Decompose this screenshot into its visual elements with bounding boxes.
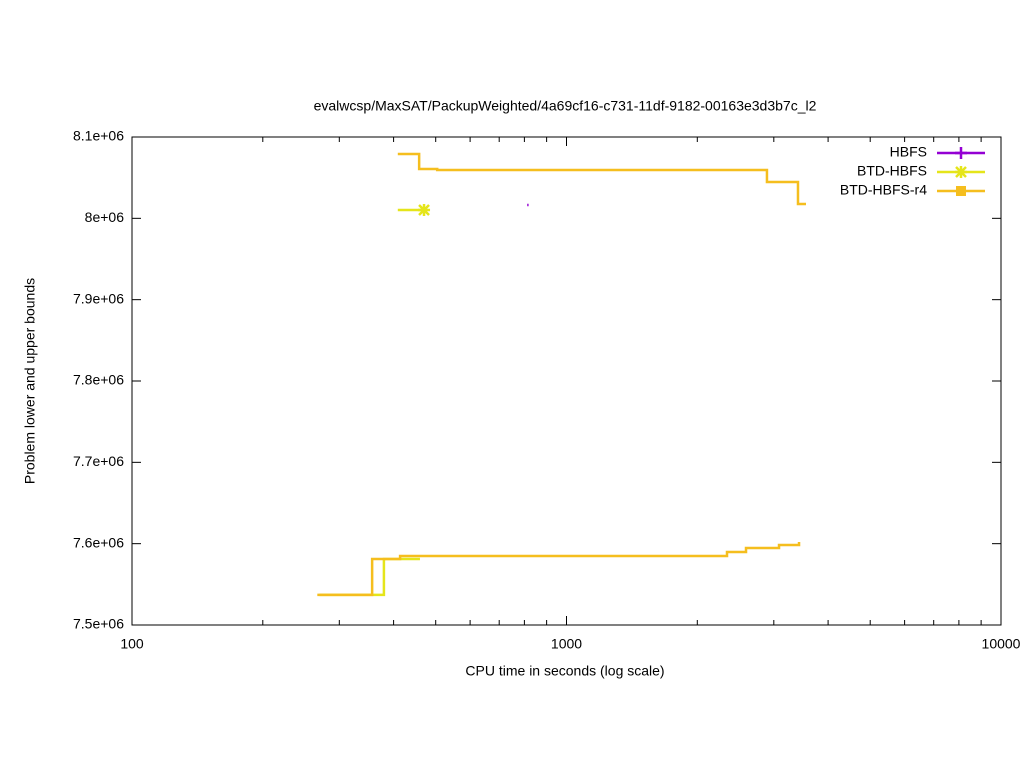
legend-label: BTD-HBFS [857,163,927,179]
y-tick-label: 7.6e+06 [73,534,124,550]
marker [955,147,967,159]
bound-line [319,557,420,597]
marker [955,166,967,178]
y-tick-label: 8e+06 [85,209,125,225]
bound-line [397,152,806,206]
legend-label: BTD-HBFS-r4 [840,182,927,198]
x-tick-label: 100 [120,636,144,652]
marker [956,186,966,196]
bound-line [317,541,801,597]
marker [418,204,431,217]
y-tick-label: 7.8e+06 [73,372,124,388]
y-tick-label: 7.5e+06 [73,616,124,632]
y-tick-label: 8.1e+06 [73,128,124,144]
x-axis-label: CPU time in seconds (log scale) [465,663,664,679]
chart-title: evalwcsp/MaxSAT/PackupWeighted/4a69cf16-… [314,98,817,114]
x-tick-label: 1000 [551,636,582,652]
legend-label: HBFS [890,144,927,160]
y-tick-label: 7.7e+06 [73,453,124,469]
x-tick-label: 10000 [982,636,1021,652]
y-axis-label: Problem lower and upper bounds [22,278,38,484]
y-tick-label: 7.9e+06 [73,290,124,306]
plot-frame [131,136,1002,626]
